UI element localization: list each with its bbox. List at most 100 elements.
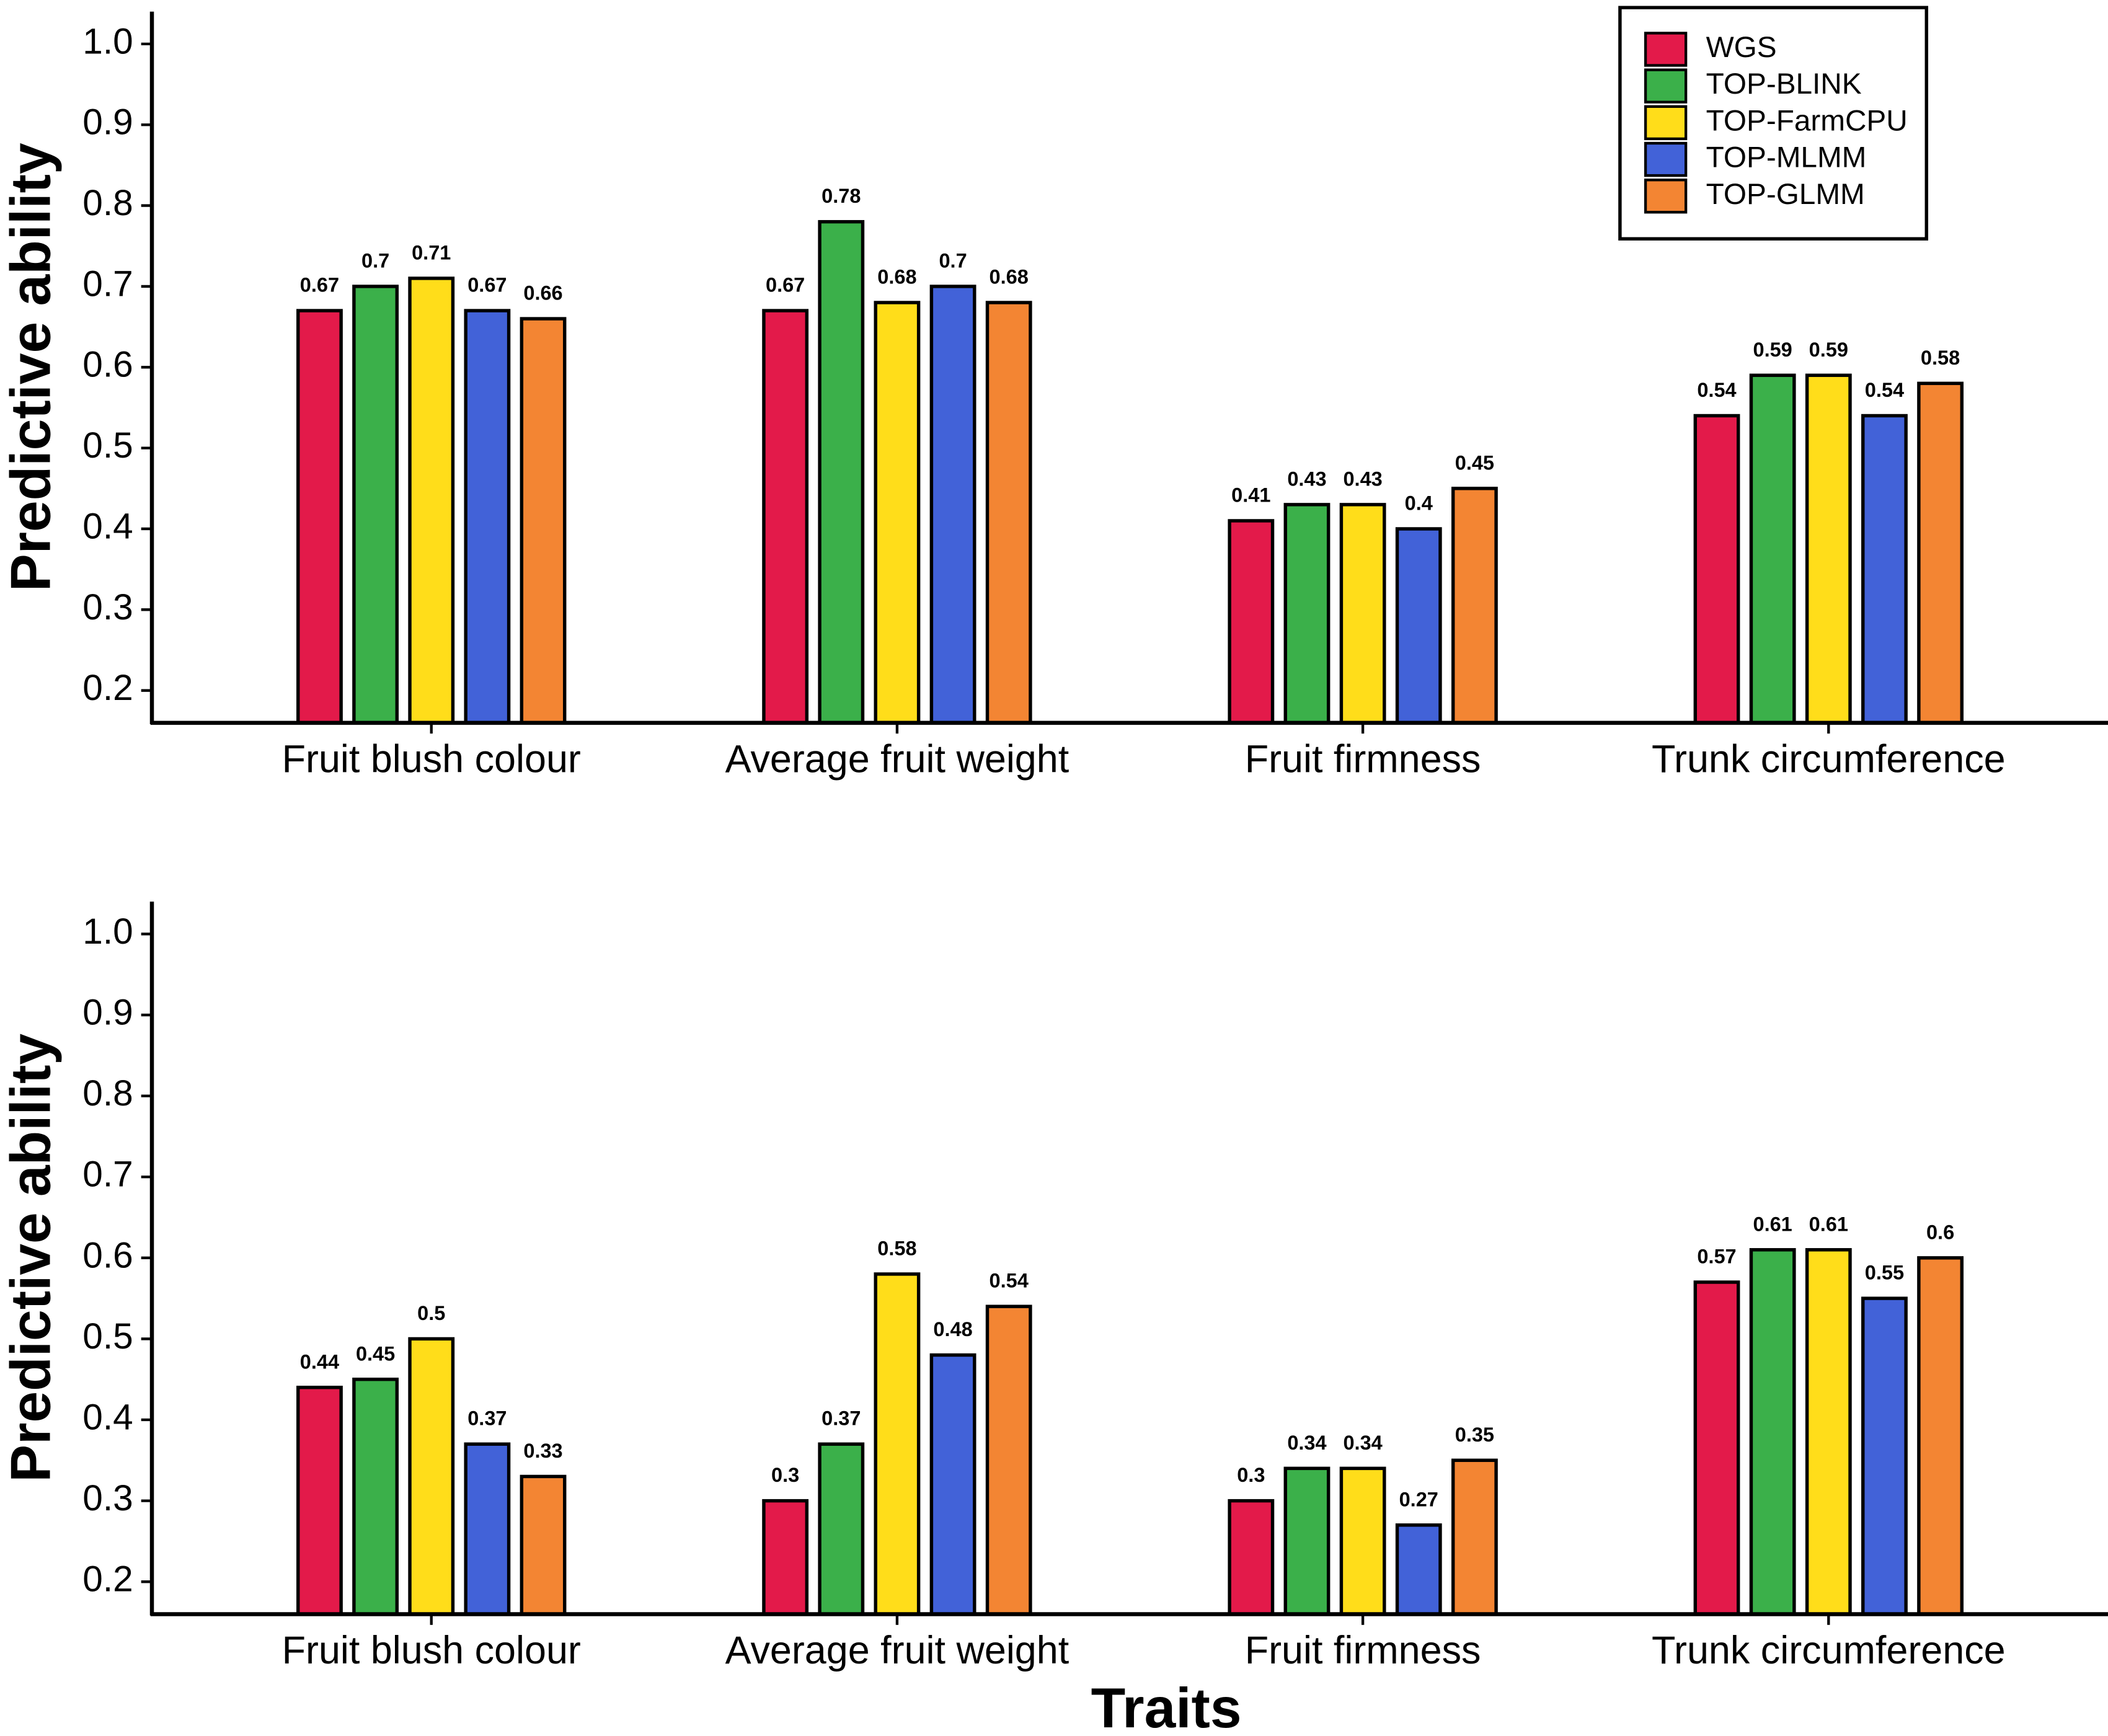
- bar: [352, 285, 399, 725]
- y-axis-title: Predictive ability: [0, 143, 62, 591]
- bar: [985, 1304, 1032, 1616]
- x-axis-title: Traits: [1091, 1677, 1242, 1736]
- bar: [985, 301, 1032, 725]
- bar: [1805, 373, 1852, 725]
- y-tick-label: 0.8: [82, 1073, 133, 1114]
- x-tick-label: Average fruit weight: [725, 737, 1070, 781]
- value-label: 0.35: [1455, 1424, 1494, 1446]
- x-tick-label: Fruit firmness: [1245, 737, 1481, 781]
- value-label: 0.48: [933, 1318, 972, 1340]
- value-label: 0.7: [939, 249, 967, 272]
- legend-label: TOP-FarmCPU: [1706, 104, 1908, 137]
- bar: [296, 309, 343, 725]
- value-label: 0.41: [1231, 484, 1270, 507]
- y-axis-title: Predictive ability: [0, 1034, 62, 1482]
- value-label: 0.54: [1697, 379, 1736, 401]
- legend-label: TOP-GLMM: [1706, 178, 1865, 211]
- y-tick-label: 0.5: [82, 1316, 133, 1357]
- value-label: 0.58: [877, 1238, 916, 1260]
- y-tick-label: 0.7: [82, 264, 133, 304]
- y-tick-label: 1.0: [82, 911, 133, 952]
- bar: [1917, 381, 1964, 725]
- bar: [1451, 1458, 1498, 1616]
- value-label: 0.61: [1753, 1213, 1792, 1235]
- x-tick-label: Average fruit weight: [725, 1629, 1070, 1672]
- bar: [1283, 503, 1331, 725]
- value-label: 0.67: [467, 274, 507, 296]
- legend-label: TOP-MLMM: [1706, 141, 1867, 174]
- value-label: 0.4: [1405, 492, 1433, 515]
- x-tick-label: Fruit blush colour: [282, 1629, 581, 1672]
- bar: [762, 309, 809, 725]
- bar: [464, 1442, 511, 1616]
- value-label: 0.71: [412, 241, 451, 264]
- x-tick-label: Fruit firmness: [1245, 1629, 1481, 1672]
- value-label: 0.78: [822, 185, 861, 207]
- value-label: 0.57: [1697, 1246, 1736, 1268]
- bar: [296, 1386, 343, 1616]
- y-tick-label: 0.6: [82, 1235, 133, 1275]
- legend: WGS TOP-BLINK TOP-FarmCPU TOP-MLMM TOP-GLMM: [1618, 6, 1928, 241]
- value-label: 0.67: [766, 274, 805, 296]
- y-tick-label: 1.0: [82, 21, 133, 61]
- value-label: 0.37: [467, 1407, 507, 1430]
- bar: [408, 277, 455, 725]
- y-tick-label: 0.6: [82, 345, 133, 385]
- bar: [1805, 1248, 1852, 1616]
- value-label: 0.43: [1343, 467, 1382, 490]
- bar: [818, 219, 865, 725]
- value-label: 0.43: [1287, 467, 1326, 490]
- bar: [929, 285, 976, 725]
- value-label: 0.45: [1455, 451, 1494, 474]
- bar: [762, 1499, 809, 1616]
- y-tick-label: 0.9: [82, 102, 133, 143]
- value-label: 0.7: [361, 249, 389, 272]
- bar: [1339, 503, 1386, 725]
- value-label: 0.44: [300, 1350, 339, 1373]
- bar: [1861, 1296, 1908, 1616]
- value-label: 0.67: [300, 274, 339, 296]
- y-tick-label: 0.3: [82, 587, 133, 627]
- y-tick-label: 0.3: [82, 1478, 133, 1518]
- y-tick-label: 0.9: [82, 993, 133, 1033]
- legend-swatch: [1644, 105, 1688, 141]
- value-label: 0.5: [417, 1302, 445, 1324]
- y-tick-label: 0.8: [82, 183, 133, 223]
- y-tick-label: 0.2: [82, 1559, 133, 1600]
- y-tick-label: 0.4: [82, 506, 133, 546]
- value-label: 0.27: [1399, 1488, 1438, 1510]
- value-label: 0.37: [822, 1407, 861, 1430]
- value-label: 0.33: [523, 1440, 562, 1462]
- y-tick-label: 0.4: [82, 1397, 133, 1437]
- value-label: 0.58: [1921, 347, 1960, 369]
- legend-label: TOP-BLINK: [1706, 68, 1862, 100]
- bar: [352, 1378, 399, 1616]
- bar: [929, 1353, 976, 1616]
- value-label: 0.3: [1237, 1464, 1265, 1486]
- bar: [1749, 1248, 1796, 1616]
- y-tick-label: 0.7: [82, 1154, 133, 1195]
- value-label: 0.6: [1926, 1221, 1954, 1243]
- bar: [1228, 1499, 1275, 1616]
- bar: [1693, 1280, 1740, 1616]
- bar: [1395, 527, 1442, 725]
- x-tick-label: Trunk circumference: [1652, 1629, 2006, 1672]
- value-label: 0.45: [356, 1342, 395, 1365]
- value-label: 0.61: [1809, 1213, 1848, 1235]
- legend-swatch: [1644, 179, 1688, 214]
- y-tick-label: 0.5: [82, 425, 133, 466]
- legend-swatch: [1644, 141, 1688, 177]
- value-label: 0.59: [1753, 339, 1792, 361]
- bar: [1339, 1466, 1386, 1616]
- value-label: 0.59: [1809, 339, 1848, 361]
- bar: [874, 301, 921, 725]
- bar: [408, 1337, 455, 1616]
- x-tick-label: Fruit blush colour: [282, 737, 581, 781]
- value-label: 0.55: [1865, 1262, 1904, 1284]
- bar: [520, 1474, 567, 1616]
- bar: [1917, 1256, 1964, 1616]
- bar: [1451, 487, 1498, 725]
- bar: [1395, 1523, 1442, 1616]
